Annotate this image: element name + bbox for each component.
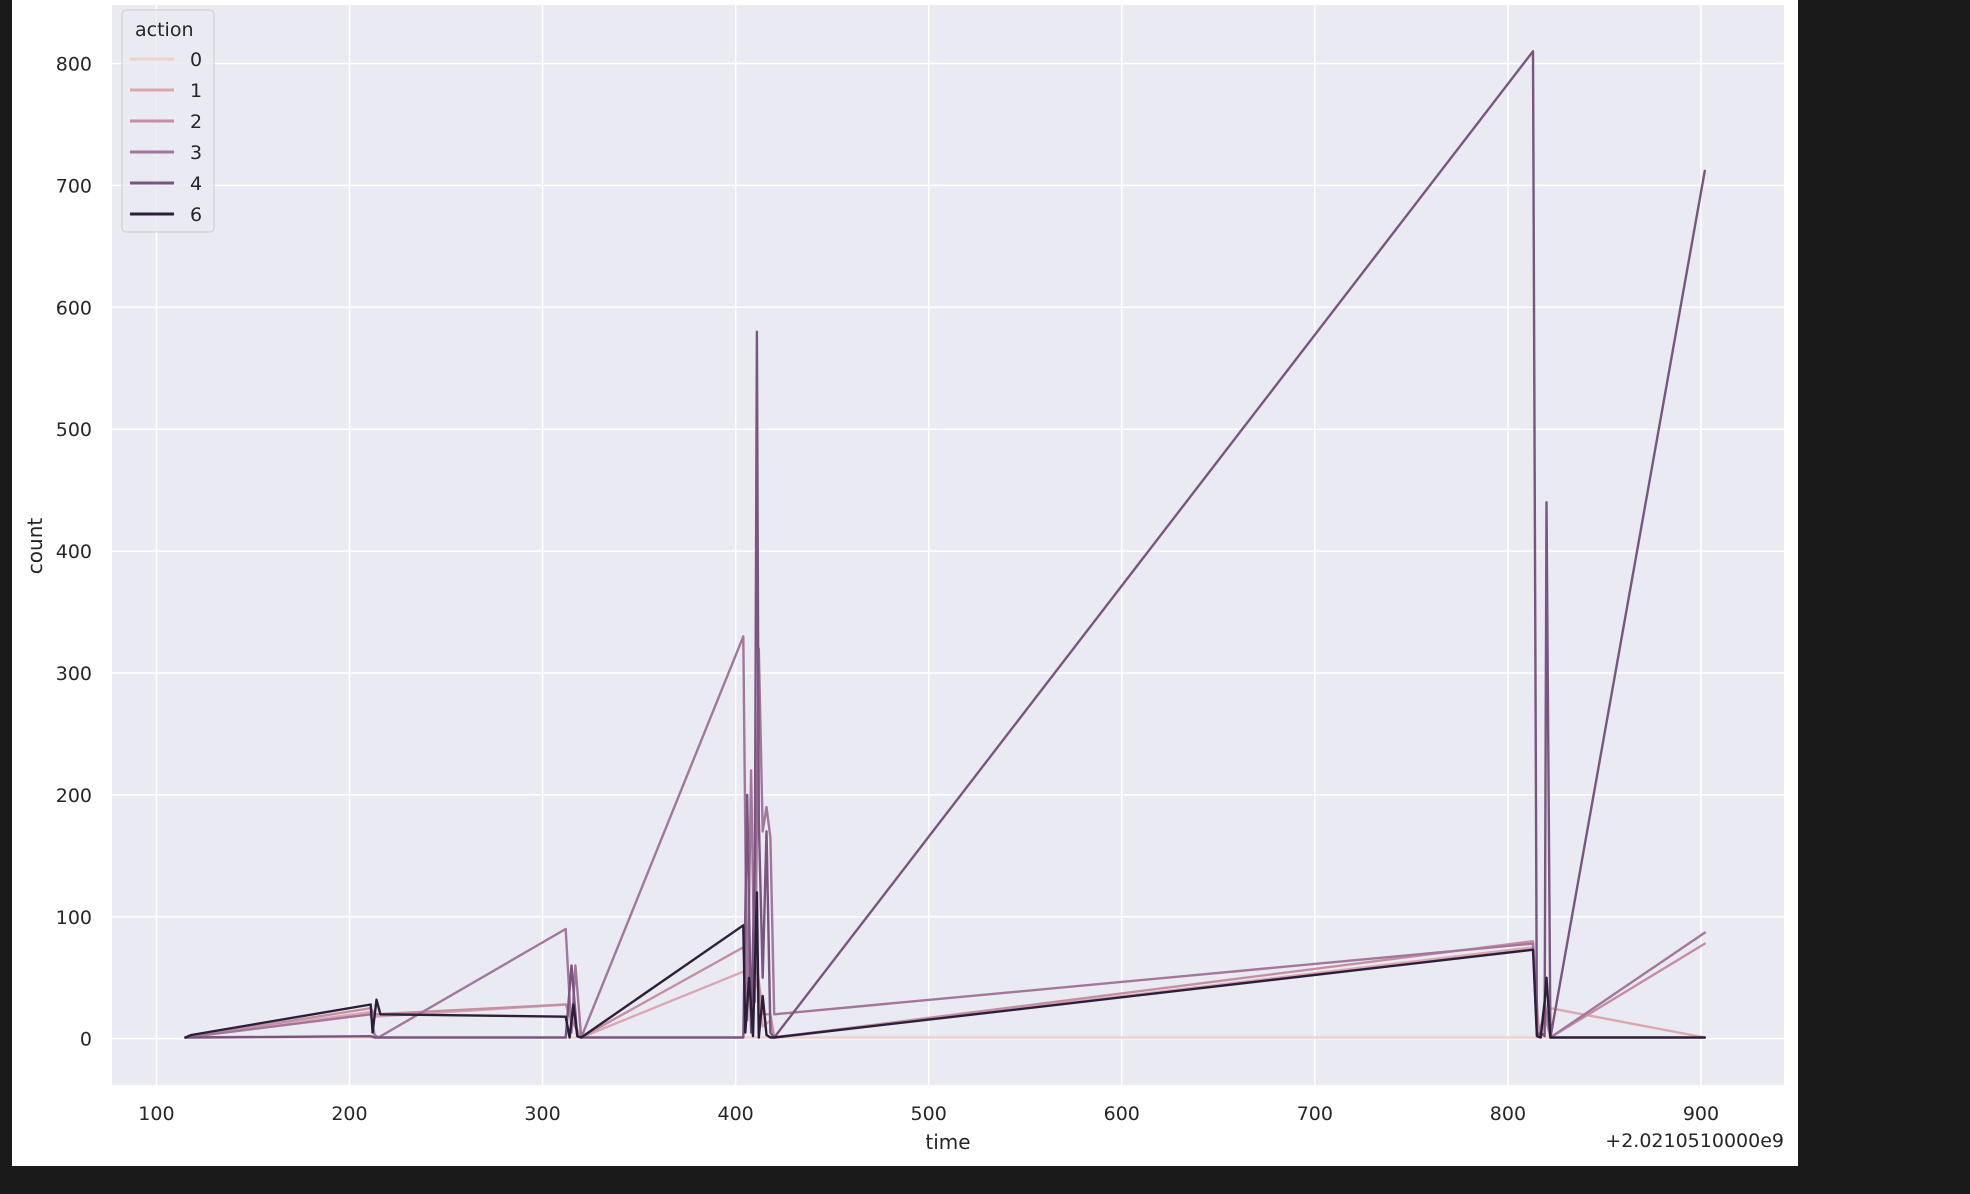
legend-entries: 0 1 2 3 4 6 [130, 49, 202, 226]
y-tick-label-600: 600 [56, 297, 92, 319]
x-tick-label-100: 100 [138, 1103, 174, 1125]
x-tick-label-300: 300 [524, 1103, 560, 1125]
y-tick-labels: 0 100 200 300 400 500 600 700 800 [56, 54, 92, 1051]
x-tick-label-500: 500 [911, 1103, 947, 1125]
x-tick-label-700: 700 [1297, 1103, 1333, 1125]
x-axis-label: time [925, 1130, 970, 1154]
series-layer [184, 50, 1707, 1039]
x-tick-labels: 100 200 300 400 500 600 700 800 900 [138, 1103, 1719, 1125]
legend-label-0: 0 [190, 49, 202, 71]
y-tick-label-200: 200 [56, 785, 92, 807]
legend-label-1: 1 [190, 80, 202, 102]
legend-label-3: 3 [190, 142, 202, 164]
x-tick-label-400: 400 [717, 1103, 753, 1125]
x-tick-label-900: 900 [1683, 1103, 1719, 1125]
legend-label-6: 6 [190, 204, 202, 226]
x-tick-label-200: 200 [331, 1103, 367, 1125]
grid-lines [112, 5, 1784, 1085]
x-tick-label-600: 600 [1104, 1103, 1140, 1125]
y-axis-label: count [23, 518, 47, 575]
y-tick-label-700: 700 [56, 175, 92, 197]
x-offset-label: +2.0210510000e9 [1605, 1130, 1784, 1152]
y-tick-label-400: 400 [56, 541, 92, 563]
y-tick-label-800: 800 [56, 54, 92, 76]
y-tick-label-100: 100 [56, 907, 92, 929]
y-tick-label-300: 300 [56, 663, 92, 685]
y-tick-label-500: 500 [56, 419, 92, 441]
legend-label-2: 2 [190, 111, 202, 133]
legend-title: action [135, 19, 193, 41]
legend-label-4: 4 [190, 173, 202, 195]
legend: action 0 1 2 3 4 6 [121, 9, 215, 233]
series-line-6 [184, 891, 1707, 1039]
y-tick-label-0: 0 [80, 1029, 92, 1051]
x-tick-label-800: 800 [1490, 1103, 1526, 1125]
